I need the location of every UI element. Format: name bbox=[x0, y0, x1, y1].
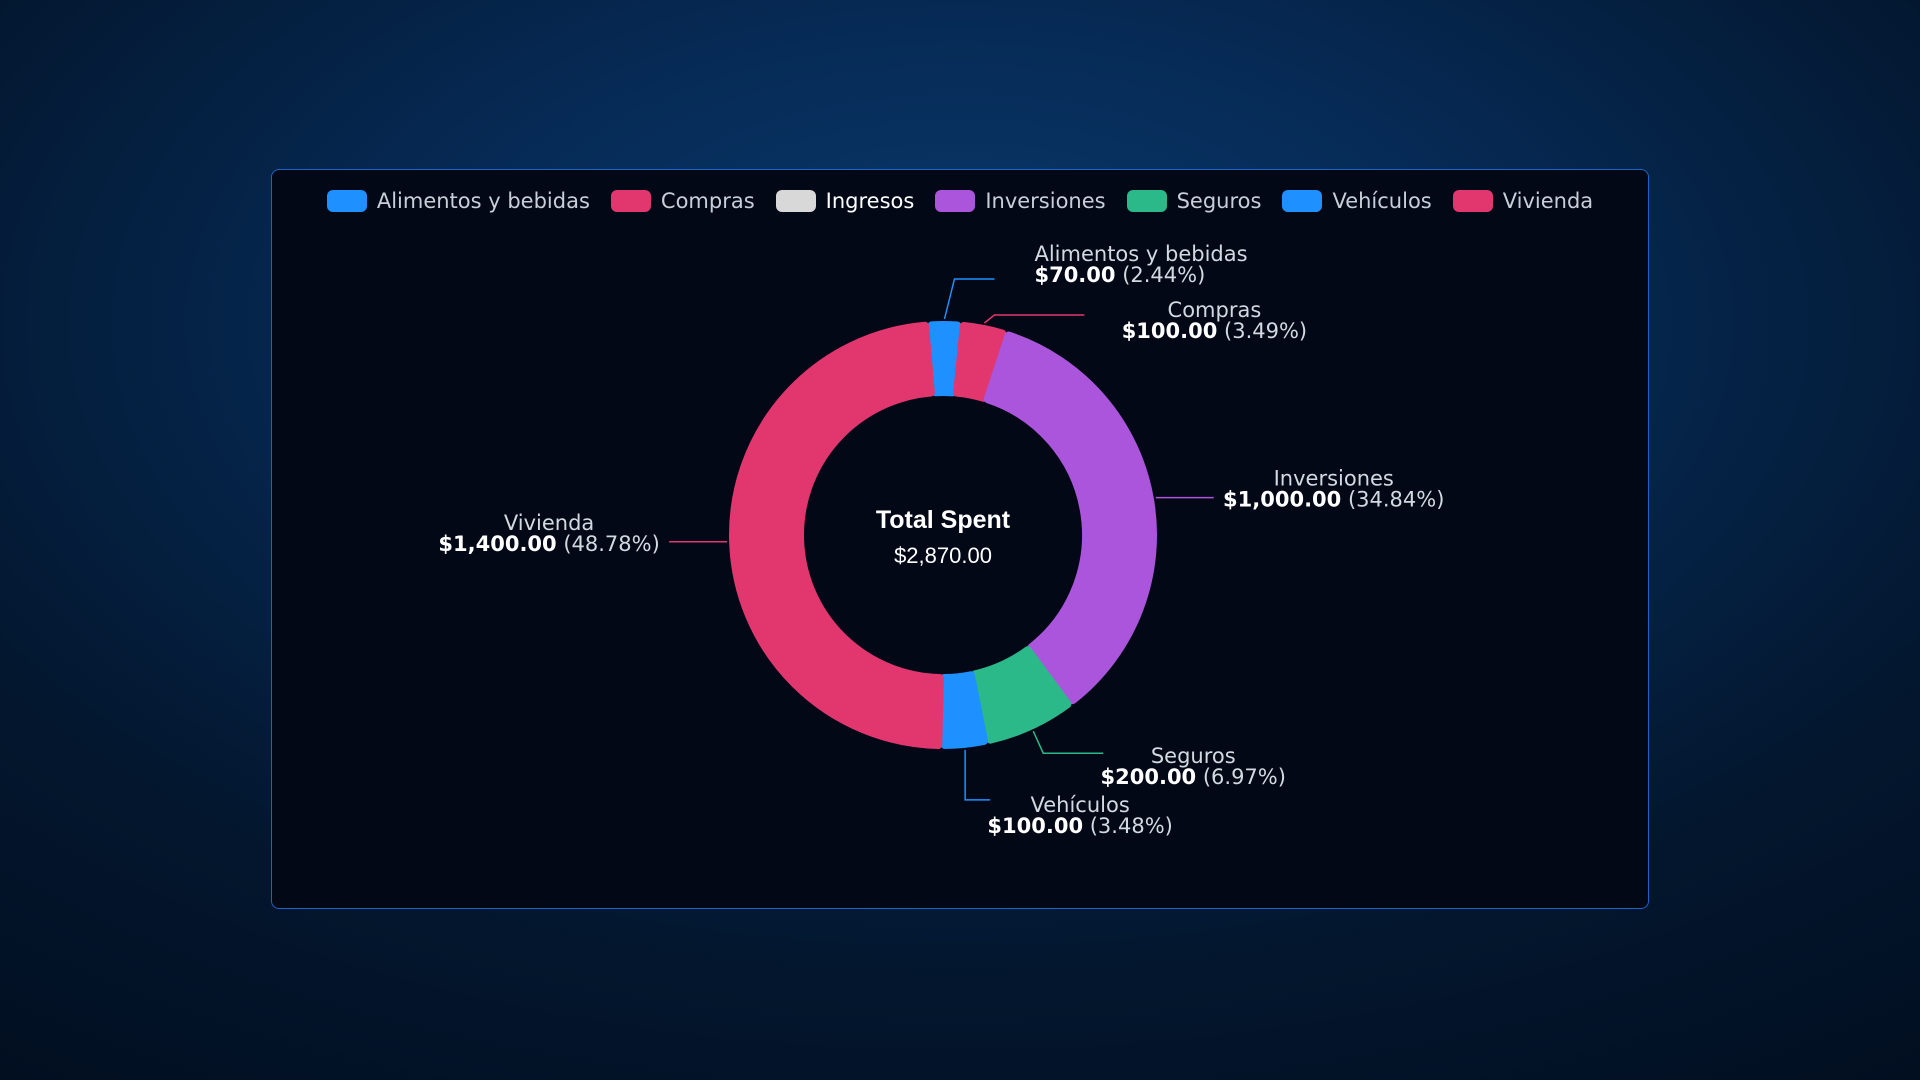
chart-card: Alimentos y bebidas Compras Ingresos Inv… bbox=[271, 169, 1649, 909]
legend-swatch bbox=[1282, 190, 1323, 212]
slice-label-percent: (48.78%) bbox=[557, 532, 660, 556]
leader-line bbox=[1032, 730, 1104, 754]
slice-labels: Alimentos y bebidas$70.00 (2.44%) Compras… bbox=[438, 242, 1444, 838]
legend-item-ingresos[interactable]: Ingresos bbox=[775, 189, 915, 213]
slice-label-name: Vivienda bbox=[504, 511, 594, 535]
slice-seguros[interactable] bbox=[971, 646, 1072, 744]
slice-label-percent: (3.49%) bbox=[1217, 319, 1307, 343]
donut-slices bbox=[728, 321, 1157, 749]
slice-label-amount: $1,400.00 bbox=[438, 532, 556, 556]
slice-label-amount: $1,000.00 bbox=[1223, 488, 1341, 512]
slice-label-amount: $200.00 bbox=[1101, 765, 1197, 789]
slice-label-amount: $100.00 bbox=[987, 814, 1083, 838]
slice-label-value: $100.00 (3.49%) bbox=[1122, 319, 1307, 343]
slice-label-name: Compras bbox=[1168, 298, 1262, 322]
legend-swatch bbox=[326, 190, 367, 212]
legend-swatch bbox=[610, 190, 651, 212]
legend-swatch bbox=[1452, 190, 1493, 212]
slice-label-percent: (6.97%) bbox=[1196, 765, 1286, 789]
slice-label-percent: (2.44%) bbox=[1116, 263, 1206, 287]
center-total: $2,870.00 bbox=[894, 543, 992, 568]
legend-swatch bbox=[775, 190, 816, 212]
legend-item-compras[interactable]: Compras bbox=[610, 189, 755, 213]
legend-label: Ingresos bbox=[825, 189, 915, 213]
legend-item-vivienda[interactable]: Vivienda bbox=[1452, 189, 1594, 213]
legend-label: Inversiones bbox=[985, 189, 1106, 213]
legend-swatch bbox=[935, 190, 976, 212]
slice-label-name: Inversiones bbox=[1274, 467, 1394, 491]
leader-line bbox=[964, 749, 991, 801]
slice-label-value: $200.00 (6.97%) bbox=[1101, 765, 1286, 789]
leader-line bbox=[983, 314, 1085, 324]
legend-label: Compras bbox=[660, 189, 755, 213]
legend-label: Seguros bbox=[1176, 189, 1262, 213]
legend-label: Alimentos y bebidas bbox=[376, 189, 590, 213]
legend-item-seguros[interactable]: Seguros bbox=[1126, 189, 1262, 213]
slice-veh-culos[interactable] bbox=[940, 671, 988, 749]
leader-lines bbox=[669, 278, 1214, 801]
legend-swatch bbox=[1126, 190, 1167, 212]
leader-line bbox=[943, 278, 995, 320]
slice-label-value: $70.00 (2.44%) bbox=[1034, 263, 1205, 287]
donut-chart: Alimentos y bebidas$70.00 (2.44%) Compras… bbox=[438, 242, 1444, 838]
slice-label-value: $1,400.00 (48.78%) bbox=[438, 532, 659, 556]
legend-item-alimentos-y-bebidas[interactable]: Alimentos y bebidas bbox=[326, 189, 590, 213]
legend: Alimentos y bebidas Compras Ingresos Inv… bbox=[272, 189, 1648, 213]
slice-label-amount: $100.00 bbox=[1122, 319, 1218, 343]
slice-label-value: $1,000.00 (34.84%) bbox=[1223, 488, 1444, 512]
legend-label: Vivienda bbox=[1502, 189, 1594, 213]
slice-label-value: $100.00 (3.48%) bbox=[987, 814, 1172, 838]
slice-inversiones[interactable] bbox=[983, 331, 1157, 705]
slice-alimentos-y-bebidas[interactable] bbox=[927, 321, 962, 397]
slice-vivienda[interactable] bbox=[728, 321, 944, 749]
slice-label-name: Alimentos y bebidas bbox=[1034, 242, 1247, 266]
center-title: Total Spent bbox=[876, 506, 1011, 534]
legend-item-vehiculos[interactable]: Vehículos bbox=[1282, 189, 1432, 213]
slice-label-name: Vehículos bbox=[1030, 793, 1129, 817]
slice-label-percent: (34.84%) bbox=[1341, 488, 1444, 512]
slice-compras[interactable] bbox=[953, 322, 1007, 402]
slice-label-name: Seguros bbox=[1151, 744, 1236, 768]
slice-label-percent: (3.48%) bbox=[1083, 814, 1173, 838]
legend-item-inversiones[interactable]: Inversiones bbox=[935, 189, 1106, 213]
legend-label: Vehículos bbox=[1332, 189, 1432, 213]
slice-label-amount: $70.00 bbox=[1034, 263, 1115, 287]
